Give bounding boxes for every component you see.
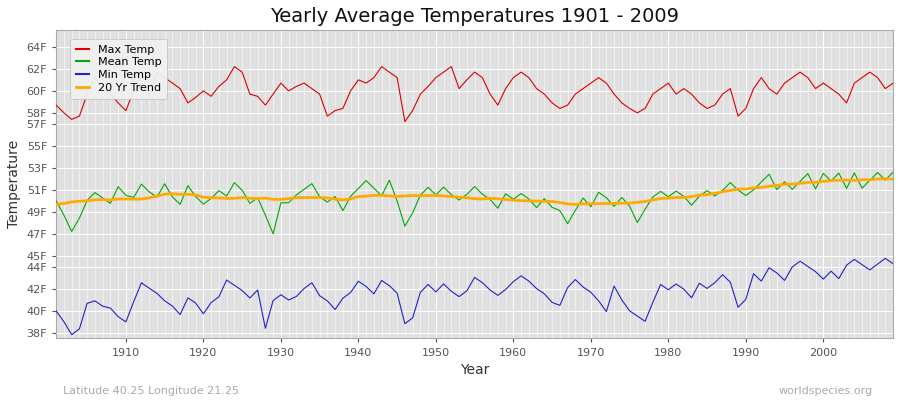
Y-axis label: Temperature: Temperature <box>7 140 21 228</box>
Legend: Max Temp, Mean Temp, Min Temp, 20 Yr Trend: Max Temp, Mean Temp, Min Temp, 20 Yr Tre… <box>70 39 167 99</box>
Title: Yearly Average Temperatures 1901 - 2009: Yearly Average Temperatures 1901 - 2009 <box>270 7 680 26</box>
X-axis label: Year: Year <box>460 363 490 377</box>
Text: Latitude 40.25 Longitude 21.25: Latitude 40.25 Longitude 21.25 <box>63 386 239 396</box>
Text: worldspecies.org: worldspecies.org <box>778 386 873 396</box>
